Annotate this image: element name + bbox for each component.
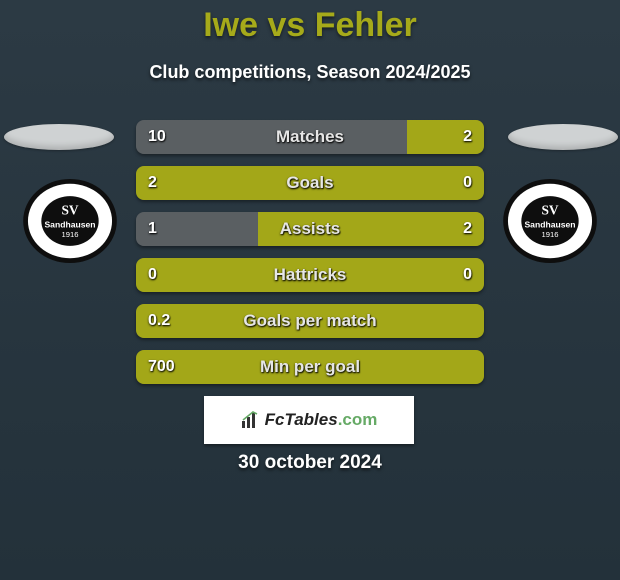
club-badge-right: SV Sandhausen 1916 (502, 178, 598, 264)
stat-seg-full (136, 304, 484, 338)
stat-row: 00Hattricks (136, 258, 484, 292)
stat-seg-left (136, 120, 407, 154)
page-title: Iwe vs Fehler (0, 6, 620, 45)
stat-value-left: 700 (148, 350, 175, 384)
club-text-mid: Sandhausen (44, 220, 95, 230)
stat-value-right: 0 (463, 258, 472, 292)
club-text-year: 1916 (62, 230, 79, 239)
club-text-mid: Sandhausen (524, 220, 575, 230)
stat-value-right: 2 (463, 212, 472, 246)
stat-value-right: 0 (463, 166, 472, 200)
comparison-infographic: Iwe vs Fehler Club competitions, Season … (0, 0, 620, 580)
stat-row: 700Min per goal (136, 350, 484, 384)
stat-seg-right (407, 120, 484, 154)
stat-value-left: 10 (148, 120, 166, 154)
bar-chart-icon (241, 411, 259, 429)
stat-row: 102Matches (136, 120, 484, 154)
brand-name: FcTables (265, 410, 338, 429)
stat-value-right: 2 (463, 120, 472, 154)
stat-bars: 102Matches20Goals12Assists00Hattricks0.2… (136, 120, 484, 396)
branding-label: FcTables.com (265, 410, 378, 430)
stat-seg-full (136, 166, 484, 200)
stat-seg-full (136, 350, 484, 384)
stat-value-left: 0 (148, 258, 157, 292)
player-avatar-right (508, 124, 618, 150)
stat-value-left: 1 (148, 212, 157, 246)
stat-value-left: 0.2 (148, 304, 170, 338)
club-badge-left: SV Sandhausen 1916 (22, 178, 118, 264)
stat-row: 12Assists (136, 212, 484, 246)
brand-tld: .com (338, 410, 378, 429)
stat-value-left: 2 (148, 166, 157, 200)
stat-row: 20Goals (136, 166, 484, 200)
branding-box: FcTables.com (204, 396, 414, 444)
club-text-top: SV (541, 202, 558, 217)
club-text-year: 1916 (542, 230, 559, 239)
page-subtitle: Club competitions, Season 2024/2025 (0, 62, 620, 83)
stat-seg-full (136, 258, 484, 292)
stat-row: 0.2Goals per match (136, 304, 484, 338)
stat-seg-right (258, 212, 484, 246)
infographic-date: 30 october 2024 (0, 452, 620, 474)
player-avatar-left (4, 124, 114, 150)
club-text-top: SV (61, 202, 78, 217)
